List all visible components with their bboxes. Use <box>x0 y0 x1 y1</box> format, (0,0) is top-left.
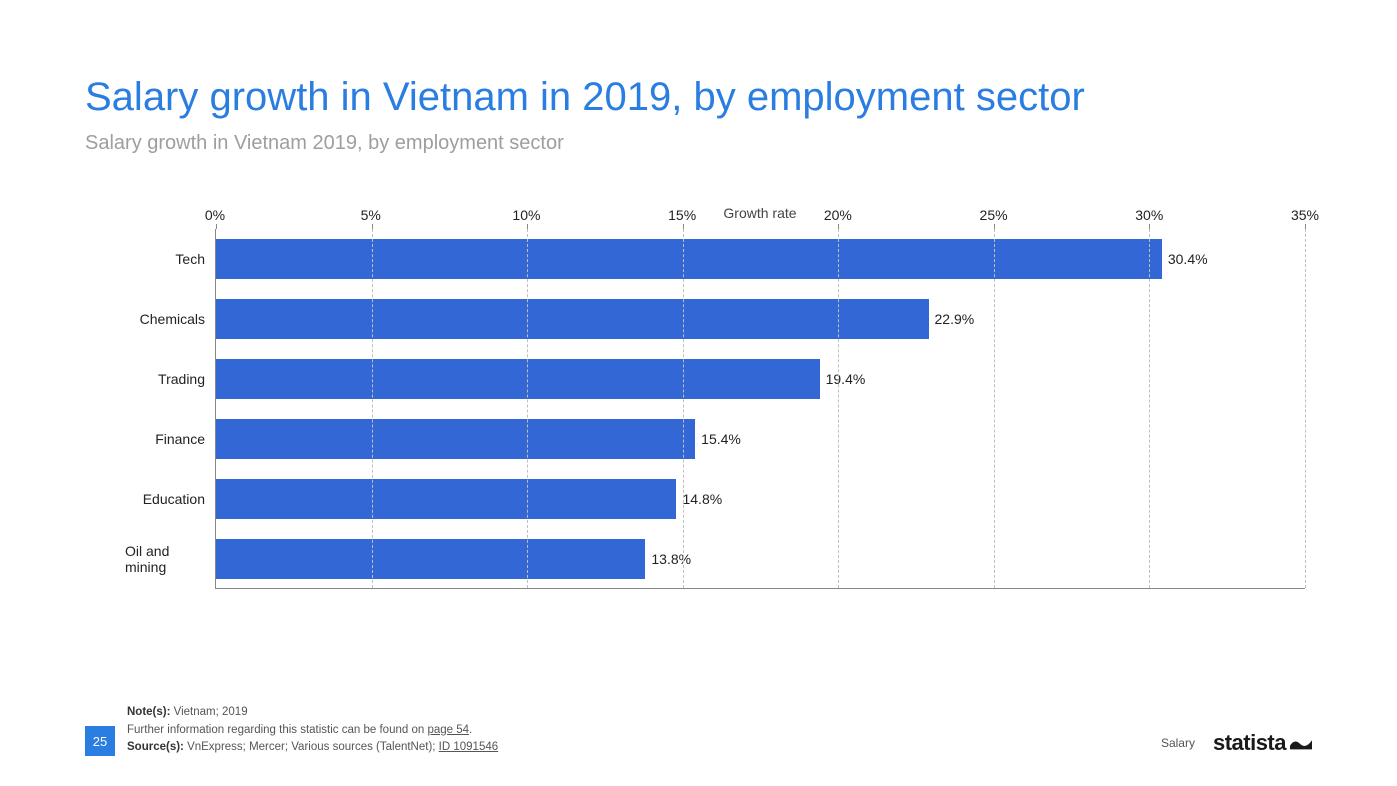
logo-wave-icon <box>1290 736 1312 750</box>
x-tick-label: 5% <box>361 207 381 223</box>
x-tick-label: 15% <box>668 207 696 223</box>
chart-subtitle: Salary growth in Vietnam 2019, by employ… <box>85 132 1312 155</box>
x-tick <box>838 224 839 229</box>
bar: 15.4% <box>216 419 695 459</box>
x-tick <box>994 224 995 229</box>
plot-area: 30.4% 22.9% 19.4% 15.4% 14.8% 13.8% <box>215 229 1305 589</box>
gridline <box>838 229 839 588</box>
bar: 30.4% <box>216 239 1162 279</box>
bar-chart: 0%5%10%15%20%25%30%35% TechChemicalsTrad… <box>125 229 1305 589</box>
x-tick-labels: 0%5%10%15%20%25%30%35% <box>215 207 1305 227</box>
bar-value-label: 13.8% <box>651 551 691 567</box>
footer-notes: Note(s): Vietnam; 2019 Further informati… <box>127 704 498 756</box>
y-category-label: Oil and mining <box>125 529 215 589</box>
chart-title: Salary growth in Vietnam in 2019, by emp… <box>85 75 1312 120</box>
notes-label: Note(s): <box>127 706 170 718</box>
logo-text: statista <box>1213 730 1286 756</box>
x-tick <box>1305 224 1306 229</box>
bar-value-label: 22.9% <box>935 311 975 327</box>
gridline <box>1305 229 1306 588</box>
x-tick <box>683 224 684 229</box>
chart-container: Growth rate 0%5%10%15%20%25%30%35% TechC… <box>125 205 1305 589</box>
further-info-suffix: . <box>469 724 472 736</box>
bar-row: 13.8% <box>216 529 1305 589</box>
bar-row: 15.4% <box>216 409 1305 469</box>
y-category-label: Chemicals <box>125 289 215 349</box>
bar: 19.4% <box>216 359 820 399</box>
bar: 13.8% <box>216 539 645 579</box>
y-category-label: Education <box>125 469 215 529</box>
x-tick-label: 0% <box>205 207 225 223</box>
bar: 14.8% <box>216 479 676 519</box>
gridline <box>527 229 528 588</box>
bar-row: 22.9% <box>216 289 1305 349</box>
slide: Salary growth in Vietnam in 2019, by emp… <box>0 0 1397 786</box>
bar-row: 30.4% <box>216 229 1305 289</box>
y-category-label: Tech <box>125 229 215 289</box>
bar-value-label: 15.4% <box>701 431 741 447</box>
slide-footer: 25 Note(s): Vietnam; 2019 Further inform… <box>85 704 1312 756</box>
page-number-badge: 25 <box>85 726 115 756</box>
statista-logo: statista <box>1213 730 1312 756</box>
x-tick-label: 35% <box>1291 207 1319 223</box>
y-category-label: Trading <box>125 349 215 409</box>
bar-value-label: 19.4% <box>826 371 866 387</box>
gridline <box>1149 229 1150 588</box>
bar-value-label: 30.4% <box>1168 251 1208 267</box>
gridline <box>994 229 995 588</box>
sources-id-link[interactable]: ID 1091546 <box>439 741 498 753</box>
x-tick <box>527 224 528 229</box>
sources-label: Source(s): <box>127 741 184 753</box>
x-tick-label: 30% <box>1135 207 1163 223</box>
y-category-label: Finance <box>125 409 215 469</box>
x-tick-label: 20% <box>824 207 852 223</box>
y-category-labels: TechChemicalsTradingFinanceEducationOil … <box>125 229 215 589</box>
further-info-prefix: Further information regarding this stati… <box>127 724 427 736</box>
bars-group: 30.4% 22.9% 19.4% 15.4% 14.8% 13.8% <box>216 229 1305 589</box>
notes-text: Vietnam; 2019 <box>170 706 247 718</box>
sources-text: VnExpress; Mercer; Various sources (Tale… <box>184 741 439 753</box>
topic-label: Salary <box>1161 736 1195 750</box>
bar-row: 19.4% <box>216 349 1305 409</box>
x-tick <box>1149 224 1150 229</box>
bar-value-label: 14.8% <box>682 491 722 507</box>
footer-right: Salary statista <box>1161 730 1312 756</box>
gridline <box>372 229 373 588</box>
gridline <box>683 229 684 588</box>
further-info-link[interactable]: page 54 <box>427 724 469 736</box>
x-tick <box>216 224 217 229</box>
bar: 22.9% <box>216 299 929 339</box>
x-tick <box>372 224 373 229</box>
bar-row: 14.8% <box>216 469 1305 529</box>
x-tick-label: 25% <box>980 207 1008 223</box>
x-tick-label: 10% <box>512 207 540 223</box>
